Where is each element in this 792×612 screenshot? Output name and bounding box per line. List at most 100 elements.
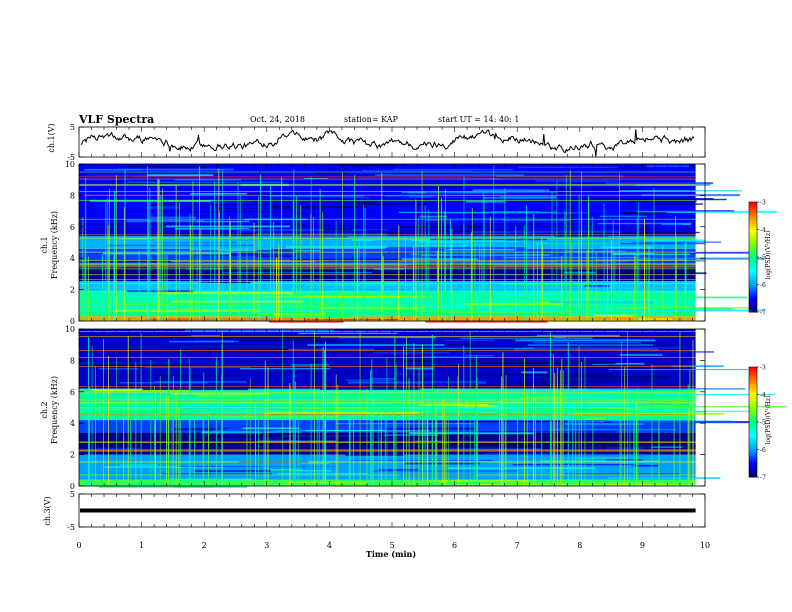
sferic-line [431,334,433,486]
sferic-line [603,203,605,321]
sferic-line [561,359,563,486]
sferic-line [424,205,426,321]
sferic-line [160,195,162,321]
sferic-line [445,418,447,486]
spectrum-noise [509,435,666,437]
spectrum-noise [351,337,380,339]
spectrum-noise [303,295,432,298]
spectrum-noise [638,406,788,408]
spectrum-noise [636,210,778,213]
spectrum-noise [341,196,370,199]
spectrum-noise [173,178,242,181]
spectrum-noise [281,435,378,437]
sferic-line [441,399,443,486]
spectrum-noise [277,473,368,475]
spectrum-noise [84,169,142,171]
sferic-line [281,177,283,321]
y-tick-label: 6 [70,388,75,397]
colorbar-segment [749,291,757,295]
colorbar-segment [749,466,757,469]
spectrum-noise [442,282,528,284]
spectrum-noise [549,301,653,304]
sferic-line [179,202,181,321]
spectrum-noise [91,389,189,392]
spectrum-noise [654,393,776,396]
colorbar-segment [749,433,757,436]
spectrum-noise [215,429,278,432]
sferic-line [561,256,563,321]
colorbar-segment [749,235,757,238]
spectrum-noise [542,376,669,379]
sferic-line [324,349,325,486]
sferic-line [578,346,580,486]
narrowband-line [79,194,696,196]
spectrum-noise [158,292,294,295]
narrowband-line [79,178,696,180]
spectrum-noise [536,334,620,337]
y-tick-label: 10 [65,325,75,334]
spectrum-noise [247,316,351,319]
sferic-line [116,357,118,486]
sferic-line [415,199,417,321]
sferic-line [180,349,181,486]
ch3-voltage-label: ch.3(V) [43,496,52,525]
spectrum-noise [236,339,338,342]
sferic-line [444,189,446,321]
colorbar-segment [749,390,757,394]
sferic-line [335,220,337,321]
y-tick-label: -5 [67,153,75,162]
spectrum-noise [518,229,619,231]
spectrum-noise [609,249,682,252]
sferic-line [482,192,484,321]
colorbar-segment [749,473,757,476]
date-label: Oct. 24, 2018 [250,115,305,124]
spectrum-noise [418,404,489,406]
spectrum-noise [460,337,593,339]
sferic-line [408,378,410,486]
spectrum-noise [563,271,597,274]
sferic-line [421,344,423,486]
spectrum-noise [108,276,215,278]
spectrum-noise [269,206,368,208]
spectrum-noise [545,405,675,408]
spectrum-noise [229,407,381,409]
sferic-line [300,205,302,321]
sferic-line [175,392,177,486]
sferic-line [342,172,344,321]
colorbar-segment [749,268,757,271]
spectrum-noise [622,296,748,299]
spectrum-noise [232,193,288,195]
colorbar-segment [749,299,757,302]
spectrum-noise [194,469,271,473]
sferic-line [164,254,166,321]
spectrum-noise [178,465,262,468]
sferic-line [435,412,437,486]
spectrum-noise [466,200,505,203]
colorbar-segment [749,295,757,298]
spectrum-noise [433,196,500,198]
sferic-line [614,252,616,321]
spectrum-noise [574,457,628,459]
sferic-line [319,188,321,321]
sferic-line [483,196,485,321]
sferic-line [82,217,84,321]
spectrum-noise [220,271,296,273]
spectrum-noise [131,413,176,415]
sferic-line [363,205,365,321]
x-tick-label: 6 [452,541,457,550]
sferic-line [138,250,140,321]
ch2-colorbar: -3 -4 -5 -6 -7 [748,365,766,482]
spectrum-noise [291,364,330,366]
spectrum-noise [612,421,738,423]
sferic-line [499,389,500,486]
colorbar-segment [749,211,757,214]
narrowband-line [79,184,696,185]
sferic-line [297,417,299,486]
narrowband-line [79,251,696,253]
sferic-line [366,388,368,486]
spectrum-noise [464,303,562,305]
sferic-line [106,197,108,321]
x-tick-label: 4 [327,541,332,550]
spectrum-noise [386,428,419,430]
sferic-line [349,402,351,486]
